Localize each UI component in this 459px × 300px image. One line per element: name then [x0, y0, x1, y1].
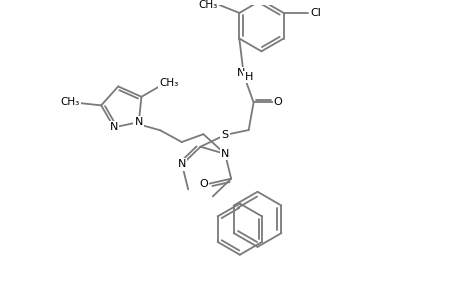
- Text: N: N: [236, 68, 245, 78]
- Text: O: O: [273, 98, 282, 107]
- Text: CH₃: CH₃: [198, 0, 217, 10]
- Text: S: S: [221, 130, 228, 140]
- Text: N: N: [220, 149, 229, 159]
- Text: N: N: [178, 160, 186, 170]
- Text: N: N: [134, 117, 143, 127]
- Text: Cl: Cl: [310, 8, 321, 18]
- Text: N: N: [110, 122, 118, 132]
- Text: CH₃: CH₃: [159, 78, 178, 88]
- Text: H: H: [244, 72, 252, 82]
- Text: CH₃: CH₃: [60, 98, 79, 107]
- Text: O: O: [199, 178, 207, 189]
